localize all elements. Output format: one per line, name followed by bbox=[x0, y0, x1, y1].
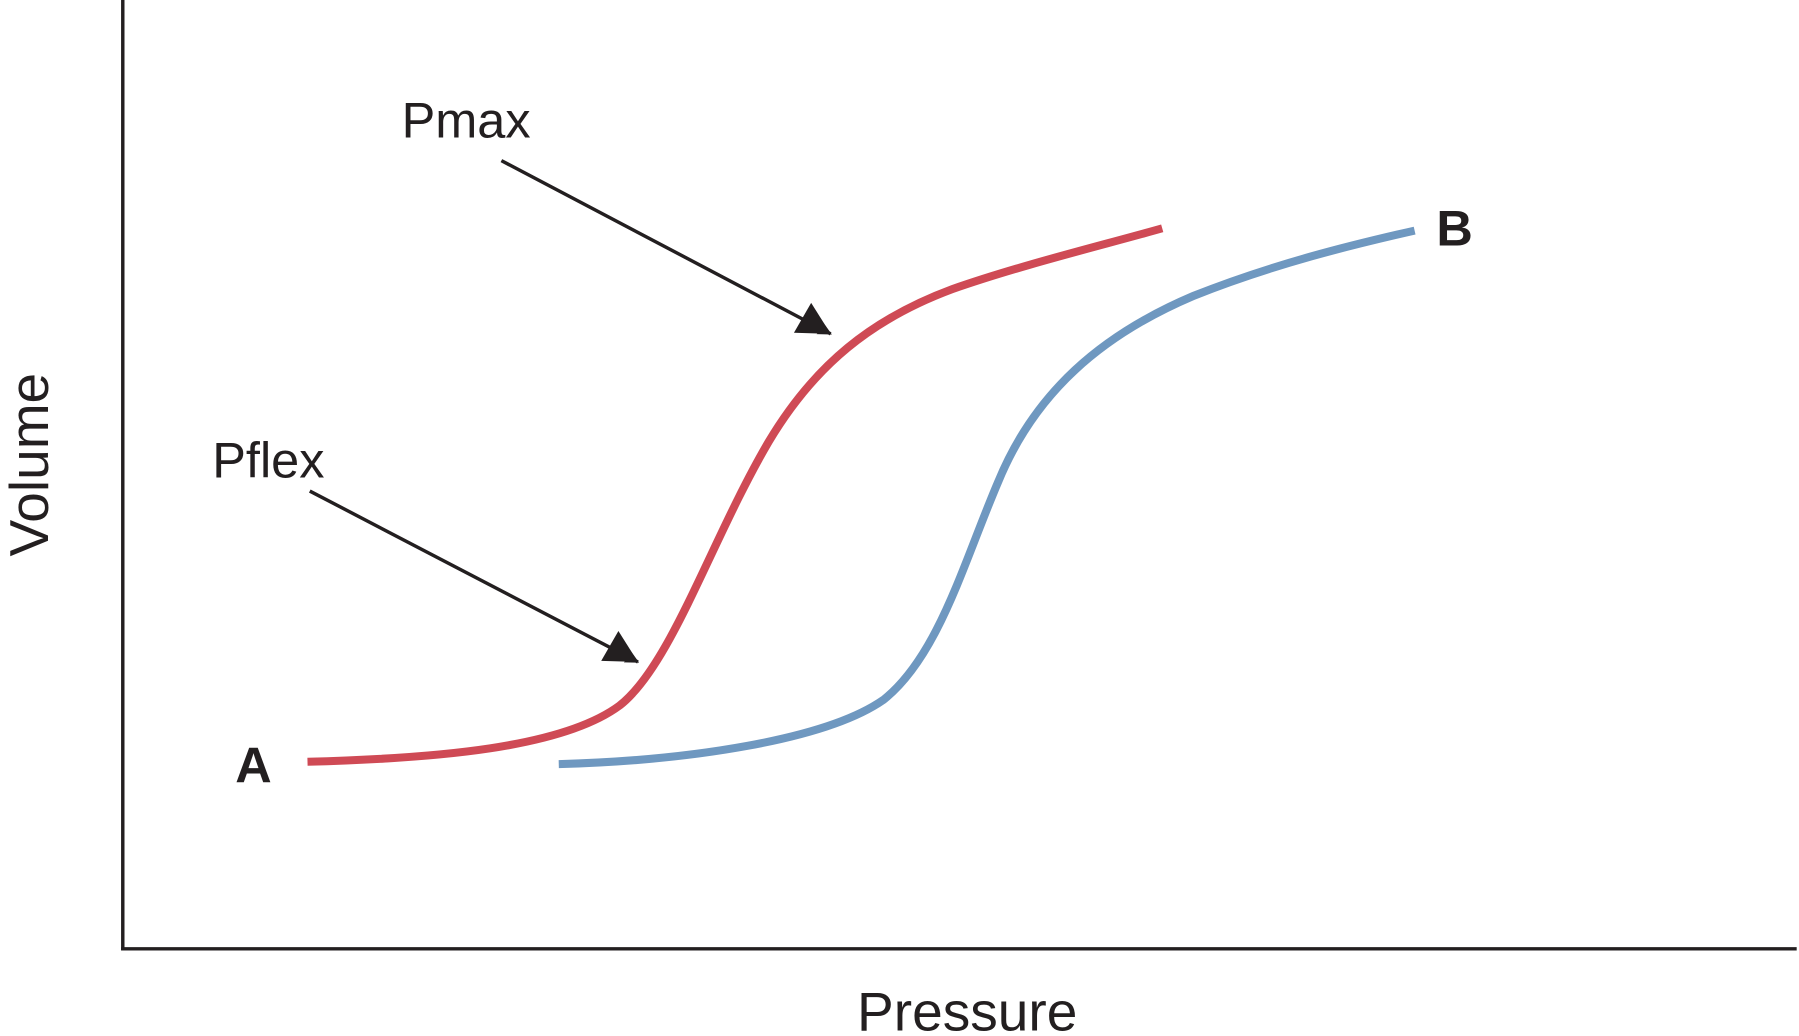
pmax-arrow bbox=[500, 159, 832, 336]
label-b: B bbox=[1436, 200, 1472, 257]
curve-a bbox=[307, 224, 1164, 766]
pmax-label: Pmax bbox=[402, 92, 531, 149]
pflex-label: Pflex bbox=[212, 431, 324, 488]
x-axis-label: Pressure bbox=[857, 980, 1077, 1036]
label-a: A bbox=[235, 736, 271, 793]
pflex-arrowhead bbox=[601, 631, 638, 662]
y-axis-label: Volume bbox=[0, 373, 60, 557]
pflex-arrow bbox=[308, 489, 640, 664]
pmax-arrowhead bbox=[793, 302, 831, 334]
curve-b bbox=[558, 226, 1416, 769]
